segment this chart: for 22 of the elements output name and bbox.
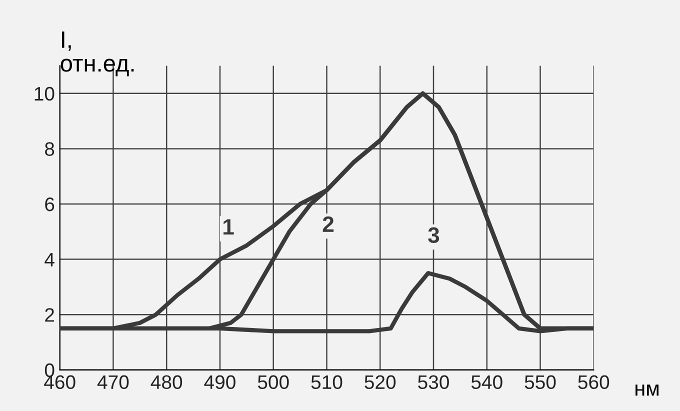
x-tick-label: 550	[524, 375, 556, 390]
x-tick-label: 500	[258, 375, 289, 390]
x-tick-label: 520	[364, 375, 396, 390]
series-label: 1	[224, 219, 234, 234]
x-tick-label: 460	[44, 375, 76, 390]
x-tick-label: 540	[471, 375, 502, 390]
y-tick-label: 10	[34, 86, 54, 101]
x-tick-label: 510	[311, 375, 342, 390]
x-tick-label: 530	[418, 375, 449, 390]
y-tick-label: 0	[44, 363, 54, 378]
y-tick-label: 8	[45, 142, 54, 156]
x-tick-label: 480	[150, 375, 182, 390]
y-tick-label: 4	[44, 252, 54, 266]
x-tick-label: 560	[578, 375, 610, 390]
series-label: 3	[428, 227, 440, 244]
x-tick-label: 490	[204, 375, 236, 390]
y-axis-title: I, отн.ед.	[60, 32, 134, 76]
y-tick-label: 6	[45, 197, 54, 212]
series-label: 2	[322, 216, 334, 232]
x-tick-label: 470	[97, 375, 129, 390]
x-axis-title: нм	[636, 384, 658, 396]
y-tick-label: 2	[45, 308, 54, 322]
